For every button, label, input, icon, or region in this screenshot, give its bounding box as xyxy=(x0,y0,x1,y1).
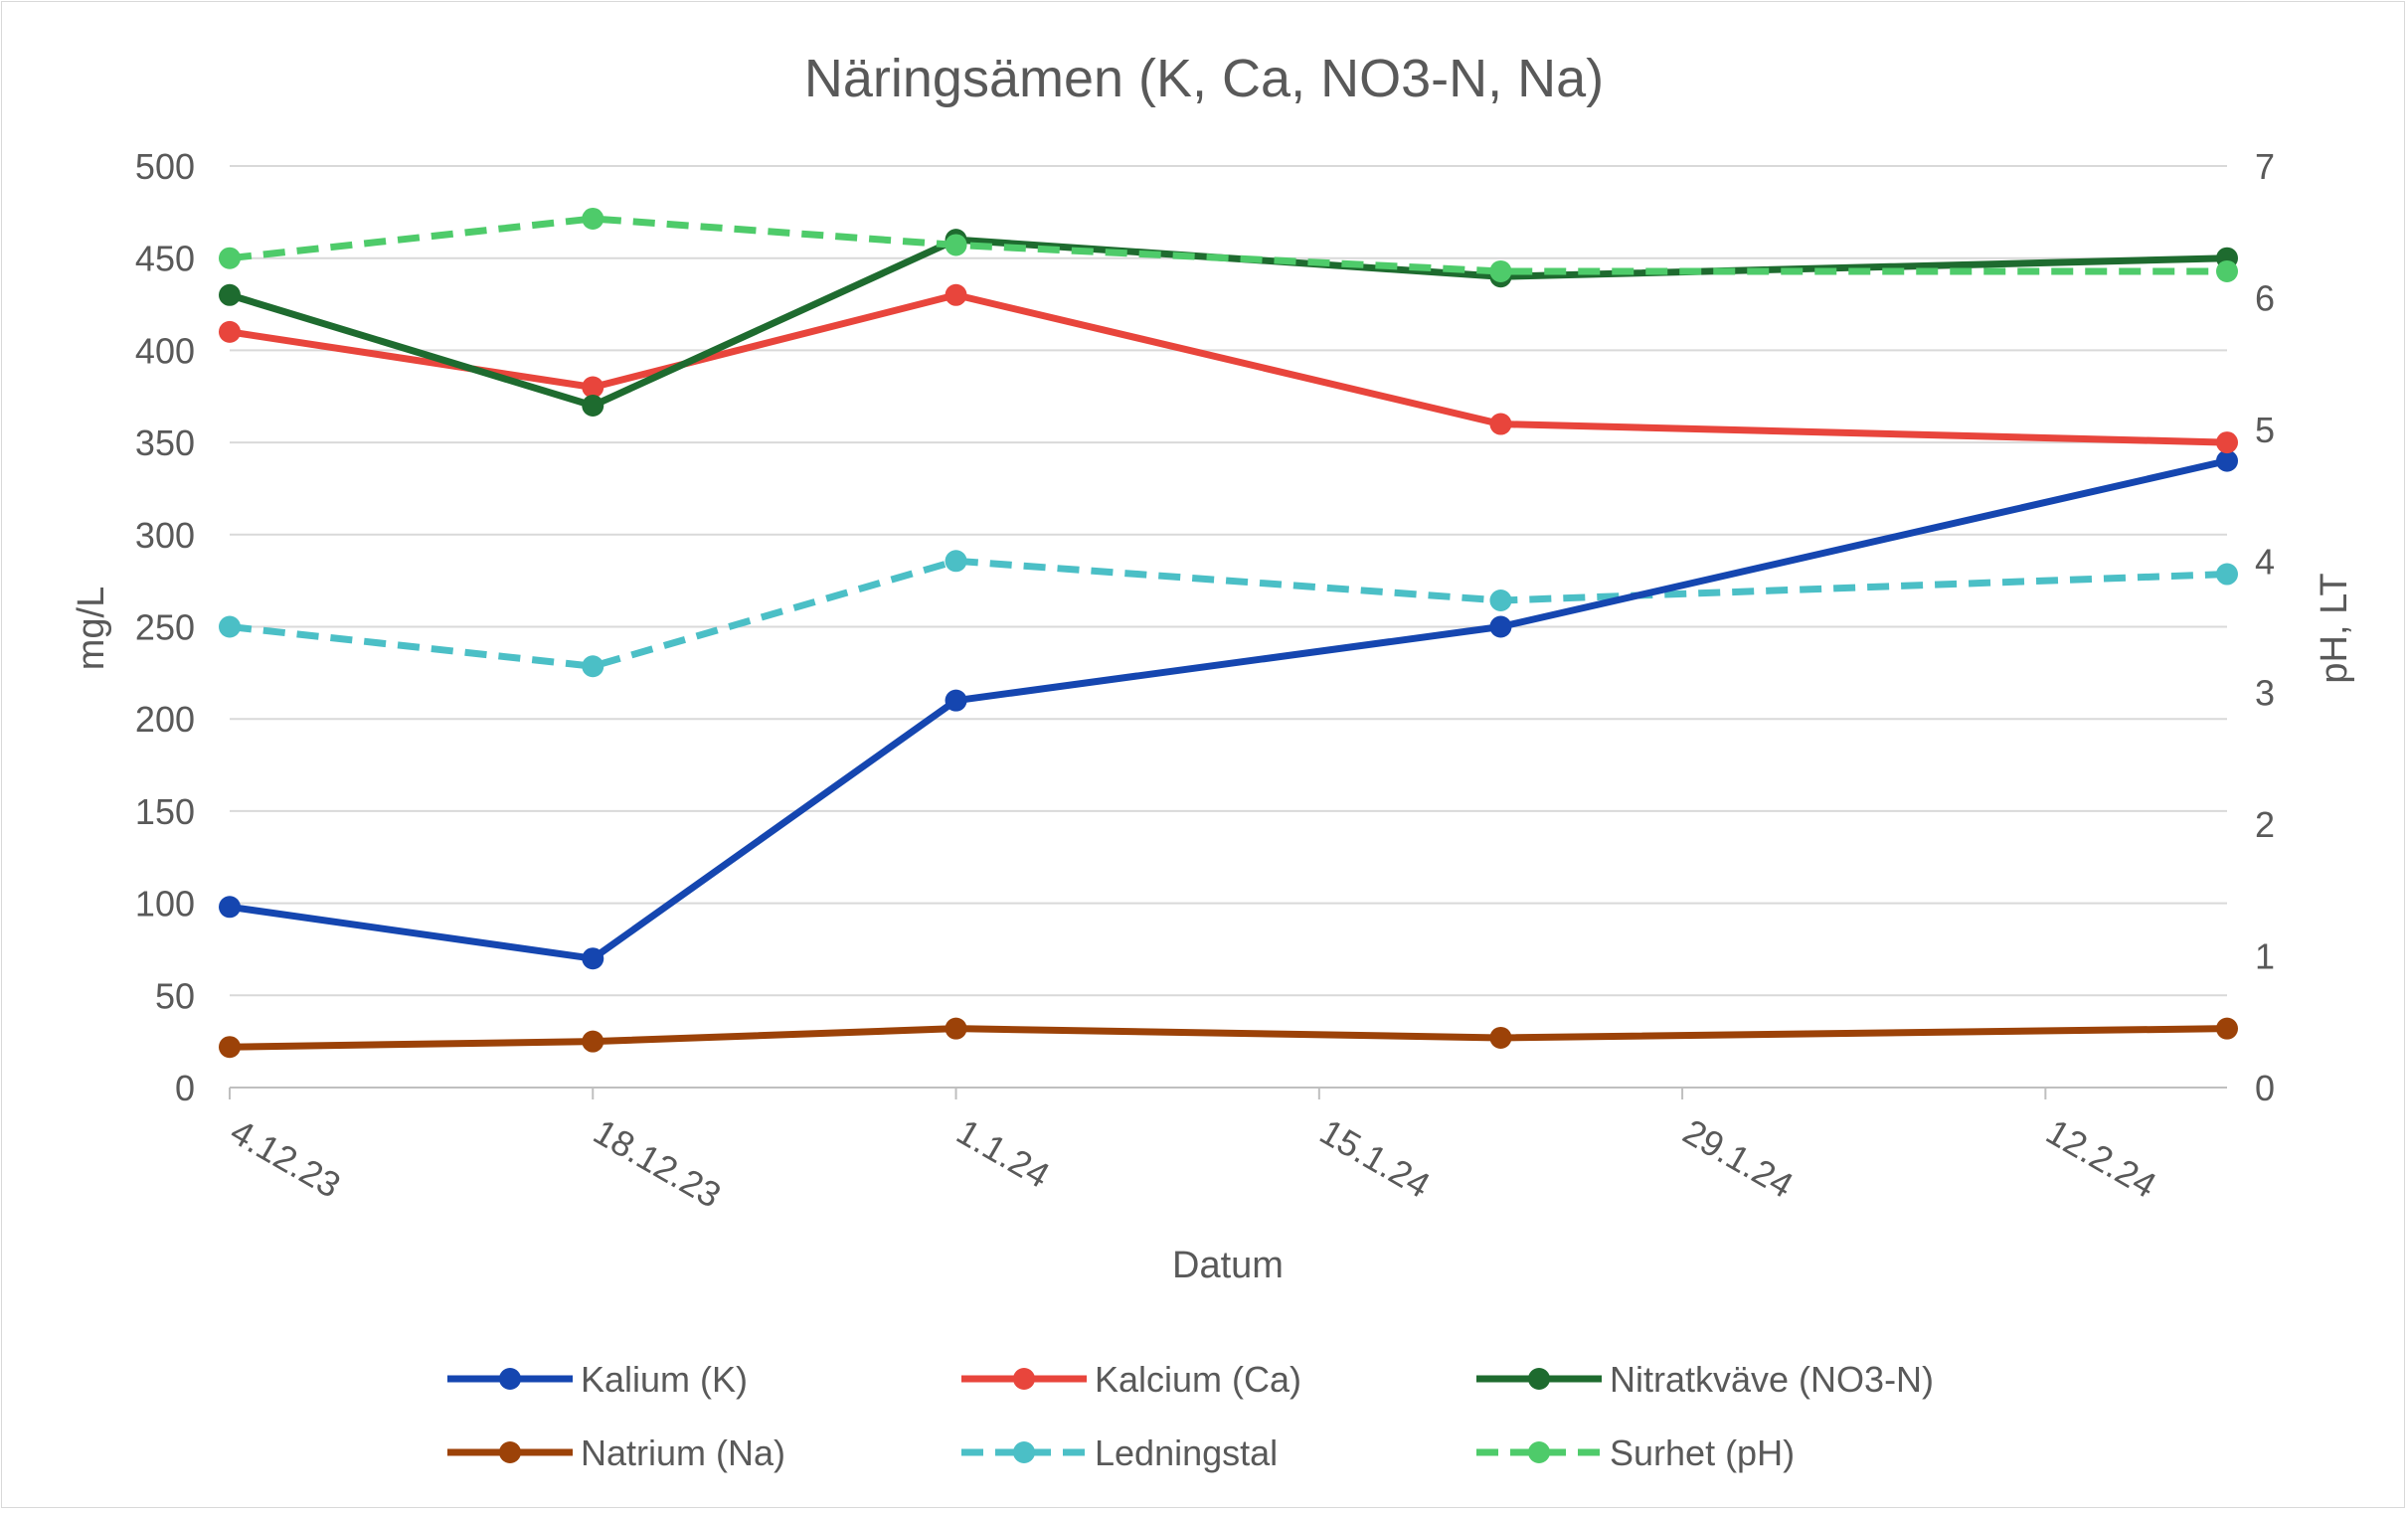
legend-item: Nitratkväve (NO3-N) xyxy=(1476,1359,1934,1400)
y-tick-label: 400 xyxy=(135,330,195,371)
data-point xyxy=(945,234,967,256)
series-surhet-ph xyxy=(219,207,2238,282)
y-tick-label: 100 xyxy=(135,884,195,925)
data-point xyxy=(1489,589,1512,612)
data-point xyxy=(219,896,241,919)
data-point xyxy=(2216,431,2238,454)
legend: Kalium (K) Kalcium (Ca) Nitratkväve (NO3-N… xyxy=(447,1359,1934,1473)
data-point xyxy=(945,1017,967,1040)
data-point xyxy=(582,376,604,399)
data-point xyxy=(219,615,241,638)
x-axis-title: Datum xyxy=(1172,1245,1284,1286)
y2-axis-tick-labels: 0 1 2 3 4 5 6 7 xyxy=(2255,146,2275,1108)
x-axis-tick-labels: 4.12.23 18.12.23 1.1.24 15.1.24 29.1.24 12.2.… xyxy=(224,1110,2163,1216)
legend-swatch-marker xyxy=(1013,1368,1035,1390)
y2-tick-label: 2 xyxy=(2255,804,2275,845)
y2-tick-label: 3 xyxy=(2255,673,2275,714)
y-tick-label: 450 xyxy=(135,239,195,279)
data-point xyxy=(219,320,241,343)
legend-label: Natrium (Na) xyxy=(581,1432,785,1473)
legend-swatch-marker xyxy=(1013,1441,1035,1463)
data-point xyxy=(219,283,241,306)
series-ledningstal xyxy=(219,550,2238,678)
x-tick-label: 15.1.24 xyxy=(1313,1110,1438,1206)
y-axis-title: mg/L xyxy=(71,587,112,670)
legend-swatch-marker xyxy=(499,1441,521,1463)
x-tick-label: 18.12.23 xyxy=(587,1110,728,1216)
y2-tick-label: 5 xyxy=(2255,410,2275,450)
y2-tick-label: 4 xyxy=(2255,541,2275,582)
x-tick-label: 12.2.24 xyxy=(2039,1110,2163,1206)
data-point xyxy=(219,1036,241,1059)
data-point xyxy=(582,395,604,418)
y-tick-label: 300 xyxy=(135,515,195,556)
data-point xyxy=(1489,259,1512,282)
x-tick-label: 1.1.24 xyxy=(950,1110,1057,1196)
data-point xyxy=(945,283,967,306)
data-point xyxy=(582,1030,604,1053)
series-line xyxy=(229,557,2228,670)
y-tick-label: 200 xyxy=(135,699,195,740)
y2-tick-label: 1 xyxy=(2255,936,2275,977)
legend-swatch-marker xyxy=(1528,1368,1550,1390)
legend-swatch-marker xyxy=(499,1368,521,1390)
data-point xyxy=(219,247,241,269)
data-point xyxy=(2216,259,2238,282)
y-tick-label: 250 xyxy=(135,607,195,648)
legend-item: Natrium (Na) xyxy=(447,1432,785,1473)
data-point xyxy=(1489,615,1512,638)
legend-label: Nitratkväve (NO3-N) xyxy=(1610,1359,1934,1400)
y2-tick-label: 0 xyxy=(2255,1068,2275,1108)
data-point xyxy=(582,655,604,678)
x-tick-label: 4.12.23 xyxy=(224,1110,348,1206)
legend-label: Kalium (K) xyxy=(581,1359,748,1400)
data-point xyxy=(945,689,967,712)
data-point xyxy=(582,947,604,970)
data-point xyxy=(945,550,967,573)
series-line xyxy=(229,291,2228,446)
data-point xyxy=(2216,1017,2238,1040)
y2-tick-label: 7 xyxy=(2255,146,2275,187)
y-tick-label: 0 xyxy=(175,1068,195,1108)
legend-item: Ledningstal xyxy=(961,1432,1278,1473)
series-kalium-k xyxy=(219,449,2238,970)
y-tick-label: 50 xyxy=(155,975,195,1016)
legend-label: Ledningstal xyxy=(1095,1432,1278,1473)
data-point xyxy=(2216,449,2238,472)
y-tick-label: 500 xyxy=(135,146,195,187)
series-natrium-na xyxy=(219,1017,2238,1059)
legend-item: Surhet (pH) xyxy=(1476,1432,1795,1473)
axes xyxy=(229,1087,2227,1099)
legend-swatch-marker xyxy=(1528,1441,1550,1463)
y2-tick-label: 6 xyxy=(2255,277,2275,318)
chart-title: Näringsämen (K, Ca, NO3-N, Na) xyxy=(804,49,1604,108)
data-point xyxy=(1489,1026,1512,1049)
series-layer xyxy=(219,207,2238,1059)
legend-label: Surhet (pH) xyxy=(1610,1432,1795,1473)
legend-item: Kalcium (Ca) xyxy=(961,1359,1301,1400)
legend-item: Kalium (K) xyxy=(447,1359,748,1400)
data-point xyxy=(1489,413,1512,435)
data-point xyxy=(582,207,604,230)
series-kalcium-ca xyxy=(219,283,2238,454)
legend-label: Kalcium (Ca) xyxy=(1095,1359,1301,1400)
x-tick-label: 29.1.24 xyxy=(1676,1110,1801,1206)
y2-axis-title: pH, LT xyxy=(2314,573,2355,683)
y-axis-tick-labels: 0 50 100 150 200 250 300 350 400 450 500 xyxy=(135,146,195,1108)
y-tick-label: 150 xyxy=(135,791,195,832)
series-line xyxy=(229,1025,2228,1051)
y-tick-label: 350 xyxy=(135,422,195,463)
data-point xyxy=(2216,563,2238,586)
